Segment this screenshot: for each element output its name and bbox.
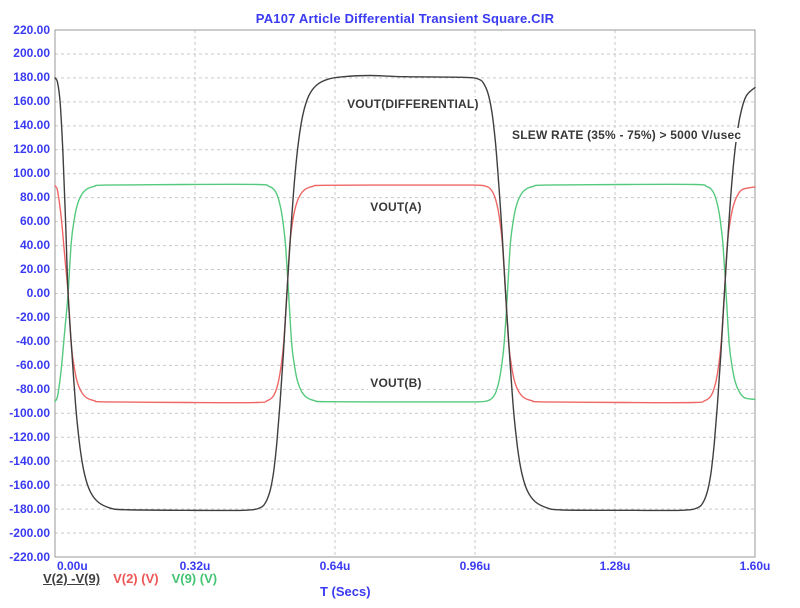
annotation-vout-differential-: VOUT(DIFFERENTIAL) (345, 96, 481, 111)
y-tick-label: -200.00 (9, 525, 50, 540)
legend-item-v-2-v-[interactable]: V(2) (V) (113, 571, 159, 586)
y-tick-label: -40.00 (15, 333, 50, 348)
y-tick-label: 160.00 (13, 94, 50, 109)
y-tick-label: -180.00 (9, 501, 50, 516)
annotation-slew-rate-35-75-5000-v-u: SLEW RATE (35% - 75%) > 5000 V/usec (510, 127, 744, 142)
plot-border (54, 29, 756, 558)
y-tick-label: -220.00 (9, 549, 50, 564)
chart-title: PA107 Article Differential Transient Squ… (255, 11, 555, 26)
annotation-vout-b-: VOUT(B) (368, 375, 424, 390)
y-tick-label: 140.00 (13, 118, 50, 133)
y-tick-label: 120.00 (13, 142, 50, 157)
y-tick-label: 0.00 (26, 286, 50, 300)
y-tick-label: 100.00 (13, 166, 50, 181)
trace-vout-a-[interactable] (54, 184, 756, 404)
y-tick-label: -60.00 (15, 357, 50, 372)
y-tick-label: -120.00 (9, 429, 50, 444)
x-tick-label: 0.00u (57, 559, 88, 573)
y-tick-label: 180.00 (13, 70, 50, 85)
y-tick-label: 80.00 (19, 190, 50, 205)
y-tick-label: 200.00 (13, 46, 50, 61)
trace-vout-b-[interactable] (54, 183, 756, 403)
y-tick-label: -20.00 (15, 309, 50, 324)
annotation-vout-a-: VOUT(A) (368, 199, 424, 214)
y-tick-label: 60.00 (19, 214, 50, 229)
y-tick-label: 220.00 (13, 22, 50, 37)
x-tick-label: 0.96u (459, 559, 491, 573)
x-tick-label: 1.60u (739, 559, 771, 573)
x-axis-title: T (Secs) (320, 584, 371, 599)
trace-vout-differential-[interactable] (54, 74, 756, 512)
y-tick-label: 40.00 (19, 238, 50, 253)
y-tick-label: -100.00 (9, 405, 50, 420)
y-tick-label: -160.00 (9, 477, 50, 492)
y-tick-label: -140.00 (9, 453, 50, 468)
legend: V(2) -V(9) V(2) (V) V(9) (V) (43, 571, 217, 586)
legend-item-v-2-v-9-[interactable]: V(2) -V(9) (43, 571, 101, 586)
y-tick-label: -80.00 (15, 381, 50, 396)
legend-item-v-9-v-[interactable]: V(9) (V) (171, 571, 218, 586)
x-tick-label: 0.32u (179, 559, 211, 573)
x-tick-label: 1.28u (599, 559, 631, 573)
x-tick-label: 0.64u (319, 559, 351, 573)
y-tick-label: 20.00 (19, 262, 50, 277)
